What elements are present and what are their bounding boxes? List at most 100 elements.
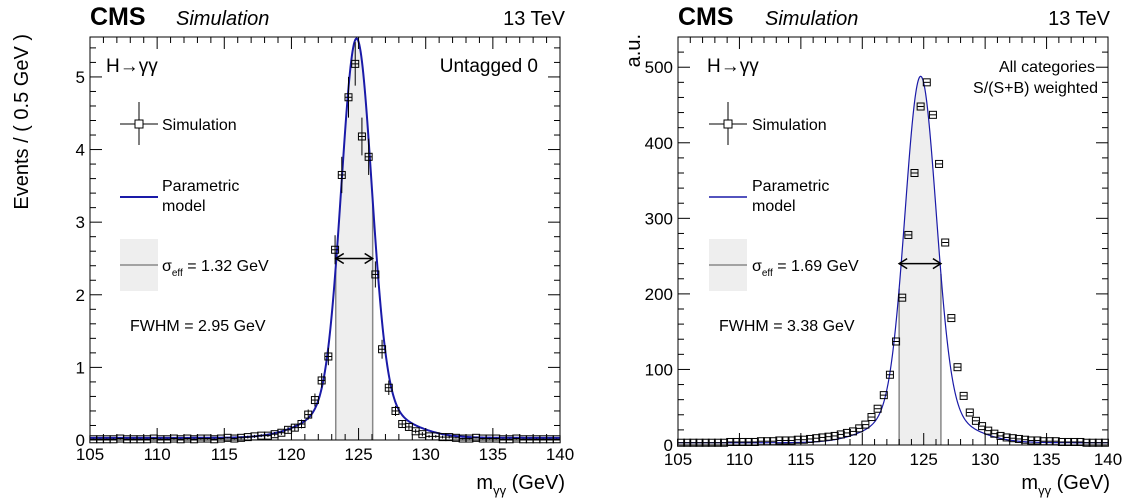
data-point [947,314,956,323]
x-tick-label: 120 [848,450,876,469]
legend-model-label-1: Parametric [752,178,829,195]
x-axis-label: mγγ (GeV) [476,472,565,498]
sigma-value: = 1.69 GeV [773,258,859,275]
x-tick-label: 140 [546,445,574,464]
arrow-head-right [932,258,943,270]
data-point [351,59,360,68]
left-plot-panel: CMS Simulation 13 TeV Events / ( 0.5 GeV… [11,3,574,498]
data-point [337,170,346,179]
y-tick-label: 2 [76,286,85,305]
model-line [90,37,560,439]
data-point [1014,434,1023,443]
data-point [304,410,313,419]
data-point [990,429,999,438]
y-tick-label: 0 [76,431,85,450]
data-point [885,370,894,379]
data-point [1008,434,1017,443]
x-tick-label: 140 [1094,450,1122,469]
legend-sim-label: Simulation [162,117,237,134]
data-point [836,430,845,439]
sigma-value: = 1.32 GeV [183,258,269,275]
data-point [331,245,340,254]
data-point [812,434,821,443]
sigma-subscript: eff [762,268,773,279]
legend-sigma-label: σeff = 1.32 GeV [162,258,269,279]
data-point [806,434,815,443]
model-curve [90,37,560,439]
y-tick-label: 4 [76,141,85,160]
axes-frame [677,36,1109,446]
sigma-eff-band-fill [335,38,373,441]
x-tick-label: 135 [1032,450,1060,469]
simulation-points [89,42,561,444]
x-tick-label: 130 [412,445,440,464]
data-point [364,152,373,161]
legend-model-label-2: model [162,198,206,215]
y-tick-label: 1 [76,358,85,377]
data-point [898,293,907,302]
tick-labels: 105 110 115 120 125 130 135 140 0 1 2 3 4 5 [76,68,575,464]
x-tick-label: 120 [277,445,305,464]
x-tick-label: 130 [971,450,999,469]
sigma-symbol: σ [752,258,762,275]
x-tick-label: 135 [479,445,507,464]
x-tick-label: 125 [344,445,372,464]
data-point [922,78,931,87]
category-label: Untagged 0 [440,56,538,77]
category-label-1: All categories [999,59,1095,76]
data-point [904,230,913,239]
legend-sim-marker [120,102,158,145]
data-point [910,169,919,177]
y-tick-label: 500 [645,58,673,77]
sigma-eff-arrow [897,258,943,270]
simulation-label: Simulation [176,8,269,30]
data-point [391,406,400,415]
data-point [357,132,366,141]
sigma-eff-arrow [334,252,375,265]
data-point [317,376,326,385]
data-point [297,420,306,429]
energy-label: 13 TeV [503,8,566,30]
y-tick-label: 300 [645,209,673,228]
x-axis-label-m: m [1021,472,1038,494]
process-label: H→γγ [707,56,759,77]
x-tick-label: 115 [787,450,814,469]
sigma-eff-band [334,38,374,441]
y-tick-label: 3 [76,213,85,232]
data-point [324,352,333,361]
process-label: H→γγ [106,56,158,77]
axis-ticks [677,36,1109,446]
y-axis-label: Events / ( 0.5 GeV ) [11,34,33,210]
sigma-subscript: eff [172,268,183,279]
data-point [879,391,888,400]
data-point [378,345,387,354]
x-axis-label-unit: (GeV) [506,472,565,494]
data-point [1002,433,1011,442]
data-point [867,413,876,422]
data-point [384,383,393,392]
x-axis-label-sub: γγ [1038,483,1052,498]
data-point [953,363,962,372]
data-point [965,408,974,417]
x-tick-label: 125 [910,450,938,469]
data-point [978,422,987,431]
sigma-eff-band [898,76,942,445]
right-plot-panel: CMS Simulation 13 TeV a.u. mγγ (GeV) 105… [623,3,1122,498]
x-tick-label: 110 [144,445,171,464]
fwhm-label: FWHM = 3.38 GeV [719,318,855,335]
energy-label: 13 TeV [1048,8,1111,30]
arrow-head-left [897,258,908,270]
x-axis-label-unit: (GeV) [1051,472,1110,494]
legend-sigma-label: σeff = 1.69 GeV [752,258,859,279]
data-point [371,270,380,279]
data-point [873,404,882,413]
data-point [971,416,980,425]
legend-model-label-2: model [752,198,796,215]
legend: Simulation Parametric model σeff = 1.32 … [120,102,269,335]
cms-label: CMS [90,3,146,31]
category-label-2: S/(S+B) weighted [973,80,1098,97]
x-axis-label-m: m [476,472,493,494]
data-point [892,337,901,346]
plot-frame [89,36,561,441]
